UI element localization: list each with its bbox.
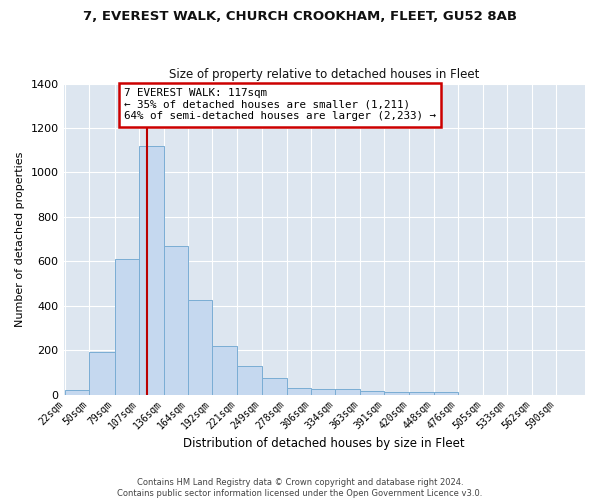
Bar (89, 352, 115, 395)
Bar (238, 366, 262, 394)
Bar (164, 246, 188, 394)
Bar (115, 259, 139, 394)
Bar (335, 389, 360, 394)
Bar (409, 392, 434, 394)
Bar (385, 392, 409, 394)
Bar (434, 392, 458, 394)
Bar (360, 392, 385, 394)
Text: 7, EVEREST WALK, CHURCH CROOKHAM, FLEET, GU52 8AB: 7, EVEREST WALK, CHURCH CROOKHAM, FLEET,… (83, 10, 517, 23)
Title: Size of property relative to detached houses in Fleet: Size of property relative to detached ho… (169, 68, 479, 81)
Bar (65, 390, 89, 394)
Bar (287, 388, 311, 394)
Bar (188, 300, 212, 394)
Bar (139, 146, 164, 394)
Text: 7 EVEREST WALK: 117sqm
← 35% of detached houses are smaller (1,211)
64% of semi-: 7 EVEREST WALK: 117sqm ← 35% of detached… (124, 88, 436, 121)
X-axis label: Distribution of detached houses by size in Fleet: Distribution of detached houses by size … (184, 437, 465, 450)
Bar (311, 389, 335, 394)
Y-axis label: Number of detached properties: Number of detached properties (15, 152, 25, 327)
Bar (262, 378, 287, 394)
Text: Contains HM Land Registry data © Crown copyright and database right 2024.
Contai: Contains HM Land Registry data © Crown c… (118, 478, 482, 498)
Bar (212, 346, 238, 395)
